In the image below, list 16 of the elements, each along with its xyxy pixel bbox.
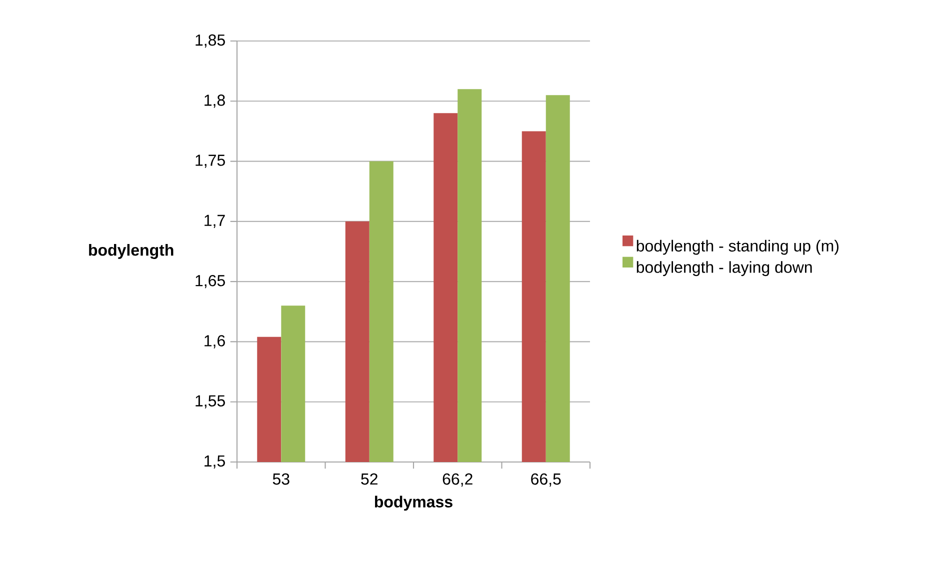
x-tick-label: 53 [272,473,290,485]
legend-label: bodylength - standing up (m) [636,240,838,255]
y-axis-title: bodylength [89,244,174,259]
x-tick-label: 66,5 [531,473,561,487]
y-tick-label: 1,55 [196,395,225,408]
x-tick-label: 66,2 [442,473,472,487]
y-tick-label: 1,7 [204,214,225,228]
y-tick-label: 1,6 [204,335,225,348]
y-tick-label: 1,5 [204,455,225,469]
y-tick-label: 1,65 [196,274,225,288]
x-tick-label: 52 [361,473,378,485]
y-tick-label: 1,8 [204,94,225,108]
y-tick-label: 1,85 [196,34,225,48]
y-tick-label: 1,75 [196,154,225,168]
x-axis-title: bodymass [374,496,452,511]
legend-label: bodylength - laying down [636,261,812,276]
